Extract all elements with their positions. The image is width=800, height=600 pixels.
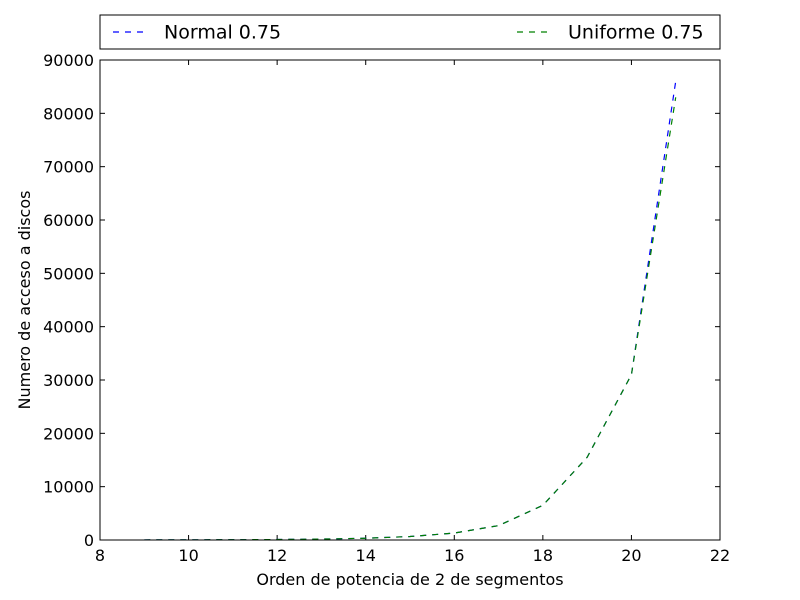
x-tick-label: 8 xyxy=(95,546,105,565)
series-line-normal xyxy=(144,81,677,541)
series-layer xyxy=(144,81,677,541)
legend-label-uniforme: Uniforme 0.75 xyxy=(568,22,704,44)
x-tick-label: 20 xyxy=(621,546,641,565)
x-tick-label: 18 xyxy=(533,546,553,565)
y-tick-label: 40000 xyxy=(43,318,94,337)
y-tick-label: 10000 xyxy=(43,478,94,497)
x-axis-label: Orden de potencia de 2 de segmentos xyxy=(256,570,563,589)
y-tick-label: 0 xyxy=(84,531,94,550)
y-tick-label: 80000 xyxy=(43,104,94,123)
x-tick-label: 22 xyxy=(710,546,730,565)
y-tick-label: 60000 xyxy=(43,211,94,230)
x-tick-label: 12 xyxy=(267,546,287,565)
x-tick-label: 14 xyxy=(356,546,376,565)
plot-frame xyxy=(99,59,721,541)
y-tick-label: 30000 xyxy=(43,371,94,390)
legend-label-normal: Normal 0.75 xyxy=(164,22,281,44)
y-tick-label: 90000 xyxy=(43,51,94,70)
y-tick-label: 20000 xyxy=(43,424,94,443)
x-tick-label: 10 xyxy=(178,546,198,565)
legend-frame xyxy=(99,14,721,50)
legend: Normal 0.75 Uniforme 0.75 xyxy=(99,14,721,50)
x-tick-label: 16 xyxy=(444,546,464,565)
axis-ticks: 8 10 12 14 16 18 20 22 0 10000 20000 30000 40000 5000… xyxy=(43,51,730,565)
y-tick-label: 50000 xyxy=(43,264,94,283)
series-line-uniforme xyxy=(144,97,677,541)
y-axis-label: Numero de acceso a discos xyxy=(15,191,34,410)
y-tick-label: 70000 xyxy=(43,158,94,177)
